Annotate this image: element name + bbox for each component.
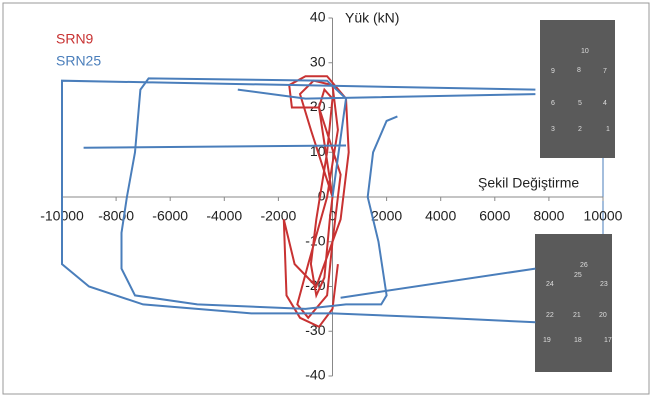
x-tick-label: 10000 — [584, 208, 623, 224]
x-tick-label: -2000 — [260, 208, 296, 224]
legend-label: SRN9 — [56, 31, 94, 47]
specimen-label: 8 — [577, 67, 581, 74]
x-tick-label: -4000 — [206, 208, 242, 224]
specimen-label: 6 — [551, 100, 555, 107]
x-tick-label: 6000 — [479, 208, 510, 224]
specimen-label: 2 — [578, 126, 582, 133]
specimen-label: 24 — [546, 281, 554, 288]
specimen-label: 19 — [543, 337, 551, 344]
specimen-label: 25 — [574, 272, 582, 279]
y-tick-label: 20 — [310, 98, 326, 114]
specimen-label: 26 — [580, 262, 588, 269]
specimen-label: 21 — [573, 312, 581, 319]
specimen-label: 20 — [599, 312, 607, 319]
y-tick-label: 30 — [310, 53, 326, 69]
x-axis-label: Şekil Değiştirme — [478, 175, 579, 191]
specimen-label: 10 — [581, 48, 589, 55]
chart: Yük (kN) Şekil Değiştirme -10000-8000-60… — [0, 0, 653, 398]
specimen-label: 7 — [603, 68, 607, 75]
specimen-label: 3 — [551, 126, 555, 133]
y-tick-label: -40 — [305, 367, 325, 383]
specimen-label: 17 — [604, 337, 612, 344]
specimen-label: 18 — [574, 337, 582, 344]
specimen-label: 9 — [551, 68, 555, 75]
x-tick-label: 4000 — [425, 208, 456, 224]
x-tick-label: -8000 — [98, 208, 134, 224]
specimen-photo — [535, 234, 612, 372]
x-tick-label: 8000 — [533, 208, 564, 224]
specimen-label: 5 — [578, 100, 582, 107]
specimen-label: 1 — [606, 126, 610, 133]
specimen-label: 23 — [600, 281, 608, 288]
specimen-photo — [540, 20, 615, 158]
x-tick-label: 2000 — [371, 208, 402, 224]
specimen-label: 4 — [603, 100, 607, 107]
x-tick-label: -6000 — [152, 208, 188, 224]
legend-label: SRN25 — [56, 53, 101, 69]
specimen-label: 22 — [546, 312, 554, 319]
y-tick-label: 40 — [310, 9, 326, 25]
y-axis-label: Yük (kN) — [345, 10, 399, 26]
